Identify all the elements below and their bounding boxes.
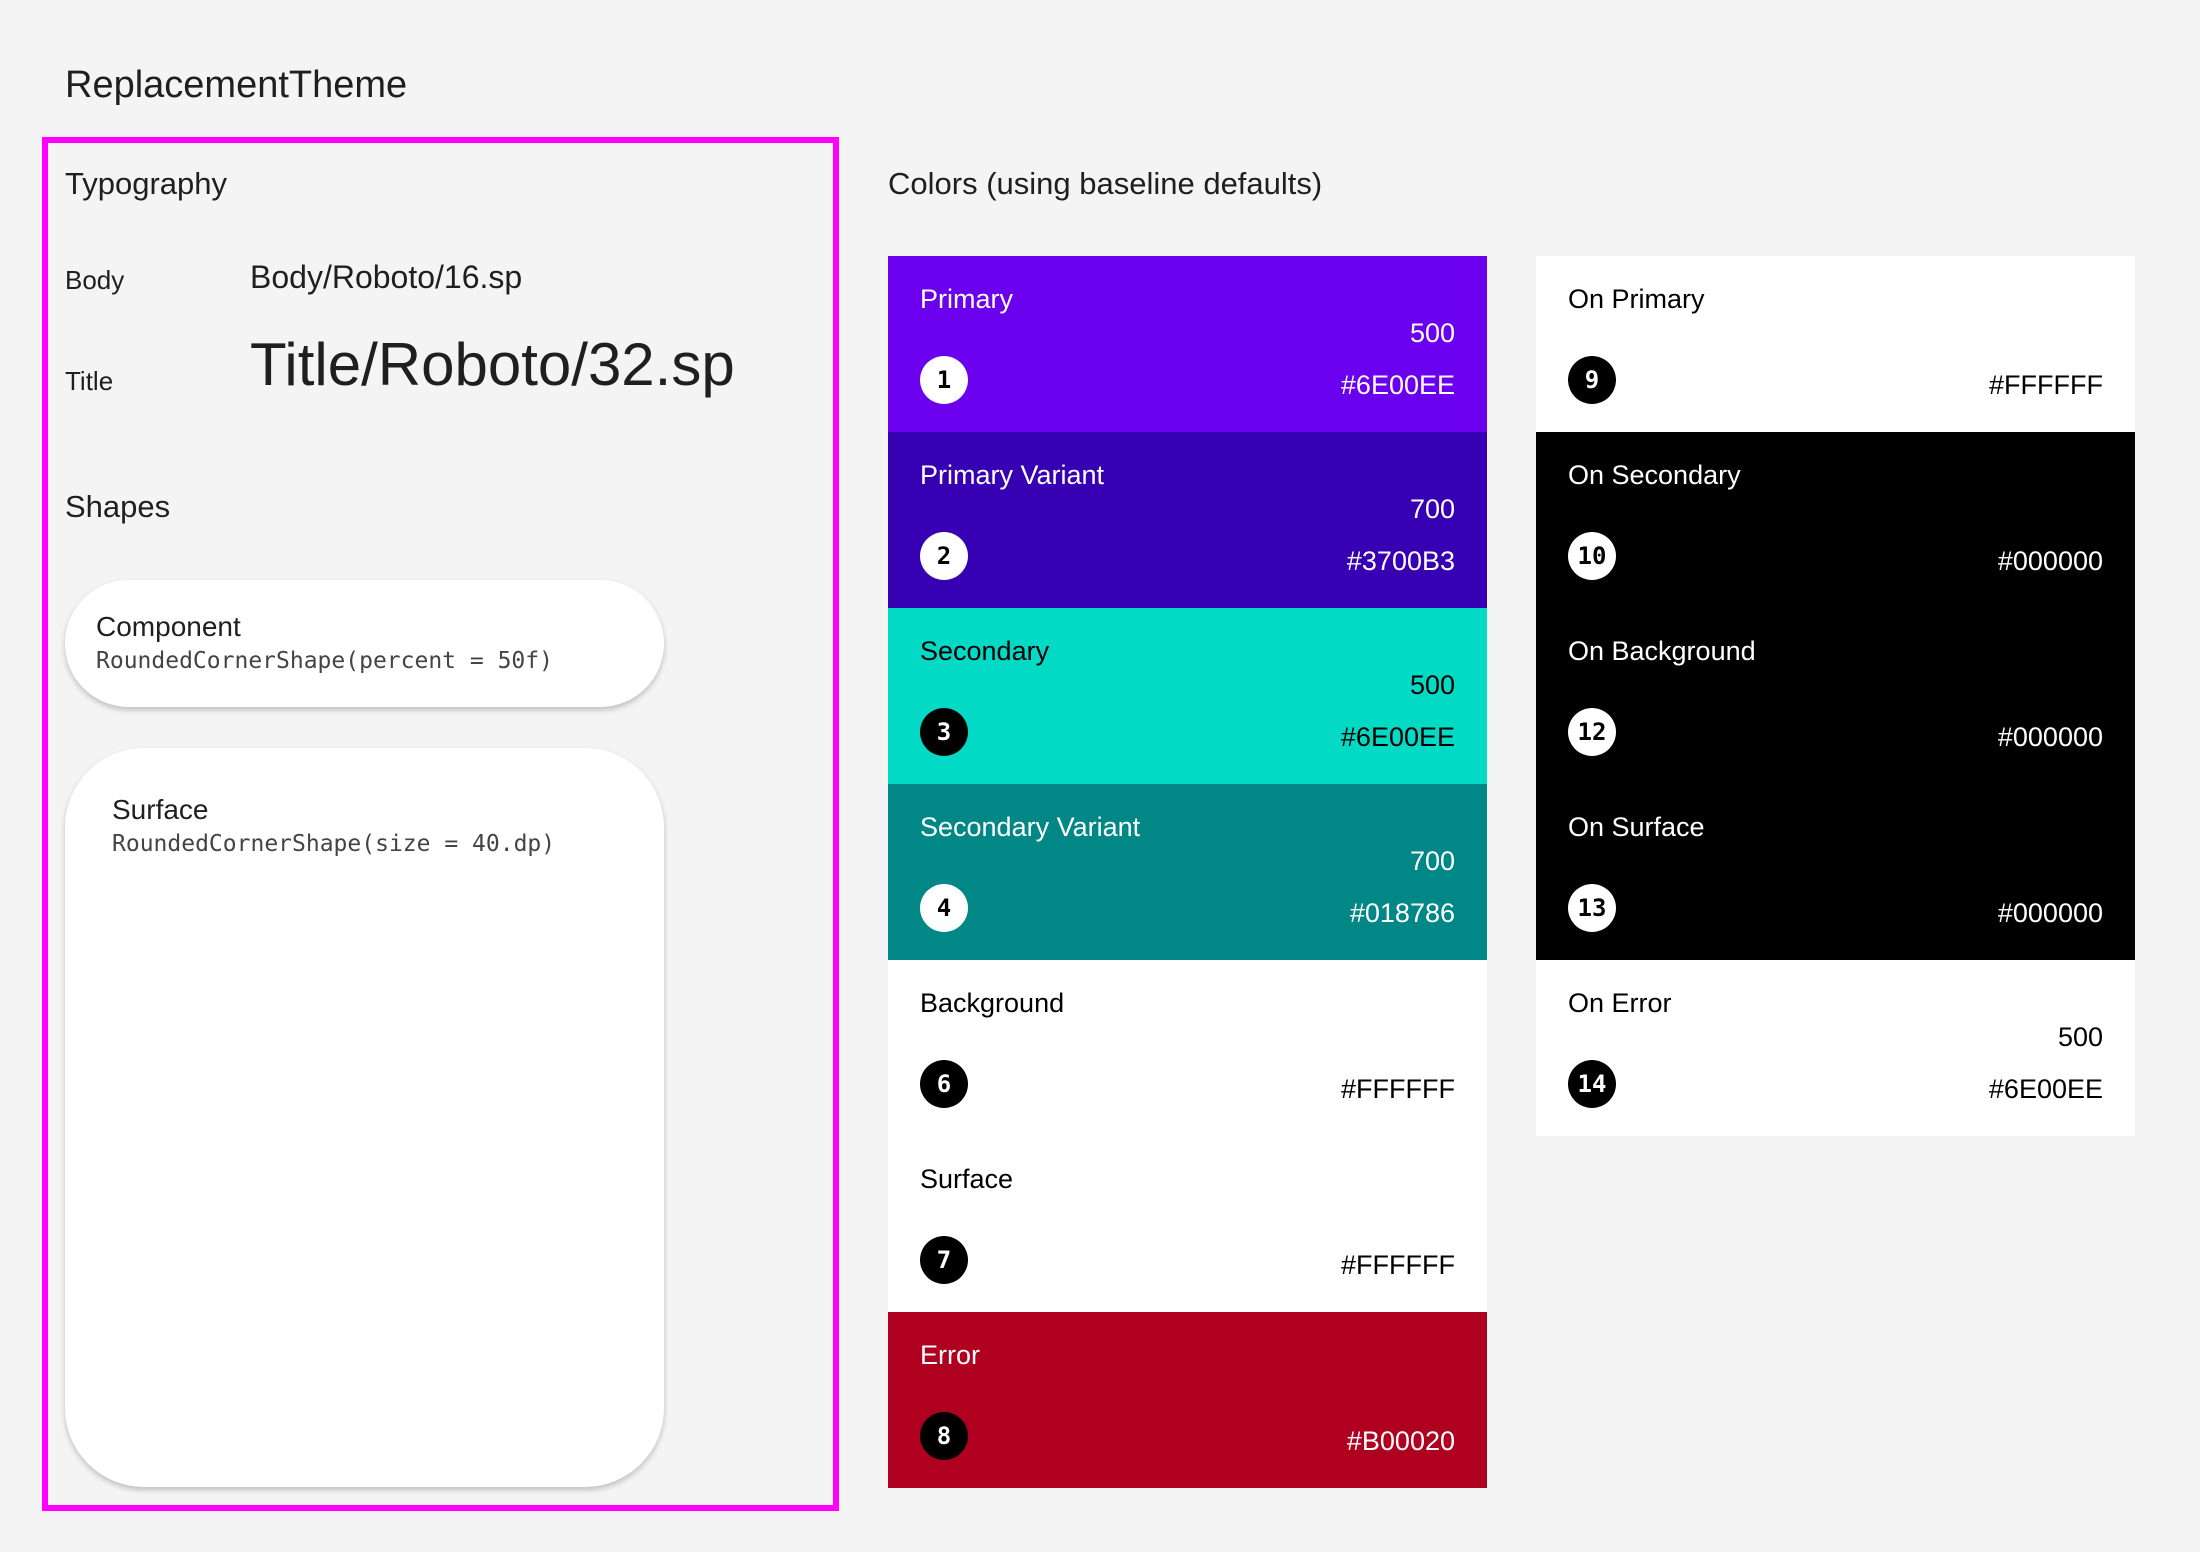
color-swatch-on-surface: On Surface #000000 13 xyxy=(1536,784,2135,960)
color-swatch-primary: Primary 500 #6E00EE 1 xyxy=(888,256,1487,432)
swatch-shade: 500 xyxy=(2057,1022,2103,1052)
component-name: Component xyxy=(96,611,241,642)
color-column-on: On Primary #FFFFFF 9 On Secondary #000000 10 O… xyxy=(1536,256,2135,1136)
swatch-number-badge: 6 xyxy=(920,1060,968,1108)
swatch-name: Error xyxy=(920,1340,980,1370)
swatch-name: On Background xyxy=(1568,636,1756,666)
swatch-hex: #6E00EE xyxy=(1340,722,1455,752)
swatch-hex: #3700B3 xyxy=(1346,546,1455,576)
swatch-hex: #FFFFFF xyxy=(1341,1074,1455,1104)
swatch-hex: #FFFFFF xyxy=(1341,1250,1455,1280)
swatch-number-badge: 13 xyxy=(1568,884,1616,932)
swatch-number-badge: 10 xyxy=(1568,532,1616,580)
component-shape-card: Component RoundedCornerShape(percent = 5… xyxy=(65,580,664,707)
swatch-name: On Surface xyxy=(1568,812,1705,842)
typography-heading: Typography xyxy=(65,166,227,201)
surface-code: RoundedCornerShape(size = 40.dp) xyxy=(112,831,556,857)
swatch-name: Secondary Variant xyxy=(920,812,1141,842)
swatch-hex: #FFFFFF xyxy=(1989,370,2103,400)
swatch-shade: 700 xyxy=(1409,494,1455,524)
swatch-number-badge: 9 xyxy=(1568,356,1616,404)
swatch-hex: #B00020 xyxy=(1346,1426,1455,1456)
swatch-number-badge: 14 xyxy=(1568,1060,1616,1108)
color-swatch-surface: Surface #FFFFFF 7 xyxy=(888,1136,1487,1312)
title-sample: Title/Roboto/32.sp xyxy=(250,331,735,398)
color-swatch-on-background: On Background #000000 12 xyxy=(1536,608,2135,784)
color-swatch-secondary: Secondary 500 #6E00EE 3 xyxy=(888,608,1487,784)
swatch-shade: 500 xyxy=(1409,318,1455,348)
swatch-name: On Primary xyxy=(1568,284,1705,314)
color-swatch-on-error: On Error 500 #6E00EE 14 xyxy=(1536,960,2135,1136)
color-swatch-on-primary: On Primary #FFFFFF 9 xyxy=(1536,256,2135,432)
swatch-number-badge: 2 xyxy=(920,532,968,580)
surface-shape-card: Surface RoundedCornerShape(size = 40.dp) xyxy=(65,748,664,1487)
swatch-name: Secondary xyxy=(920,636,1050,666)
color-swatch-primary-variant: Primary Variant 700 #3700B3 2 xyxy=(888,432,1487,608)
swatch-name: On Secondary xyxy=(1568,460,1741,490)
swatch-name: Primary Variant xyxy=(920,460,1105,490)
component-code: RoundedCornerShape(percent = 50f) xyxy=(96,648,553,674)
title-label: Title xyxy=(65,366,114,396)
swatch-shade: 700 xyxy=(1409,846,1455,876)
swatch-hex: #000000 xyxy=(1997,722,2103,752)
swatch-number-badge: 8 xyxy=(920,1412,968,1460)
color-column-main: Primary 500 #6E00EE 1 Primary Variant 700 #370… xyxy=(888,256,1487,1488)
color-swatch-secondary-variant: Secondary Variant 700 #018786 4 xyxy=(888,784,1487,960)
swatch-hex: #000000 xyxy=(1997,898,2103,928)
swatch-hex: #018786 xyxy=(1349,898,1455,928)
swatch-number-badge: 7 xyxy=(920,1236,968,1284)
swatch-hex: #000000 xyxy=(1997,546,2103,576)
color-swatch-error: Error #B00020 8 xyxy=(888,1312,1487,1488)
color-swatch-on-secondary: On Secondary #000000 10 xyxy=(1536,432,2135,608)
body-label: Body xyxy=(65,265,125,295)
swatch-number-badge: 3 xyxy=(920,708,968,756)
colors-heading: Colors (using baseline defaults) xyxy=(888,166,1323,201)
swatch-name: Primary xyxy=(920,284,1013,314)
selected-panel-highlight xyxy=(42,137,839,1511)
shapes-heading: Shapes xyxy=(65,489,171,524)
body-sample: Body/Roboto/16.sp xyxy=(250,259,523,295)
swatch-hex: #6E00EE xyxy=(1988,1074,2103,1104)
swatch-number-badge: 1 xyxy=(920,356,968,404)
swatch-number-badge: 12 xyxy=(1568,708,1616,756)
swatch-name: Background xyxy=(920,988,1065,1018)
color-swatch-background: Background #FFFFFF 6 xyxy=(888,960,1487,1136)
swatch-name: On Error xyxy=(1568,988,1672,1018)
swatch-hex: #6E00EE xyxy=(1340,370,1455,400)
page-title: ReplacementTheme xyxy=(65,64,408,106)
swatch-number-badge: 4 xyxy=(920,884,968,932)
swatch-name: Surface xyxy=(920,1164,1014,1194)
surface-name: Surface xyxy=(112,794,209,825)
swatch-shade: 500 xyxy=(1409,670,1455,700)
